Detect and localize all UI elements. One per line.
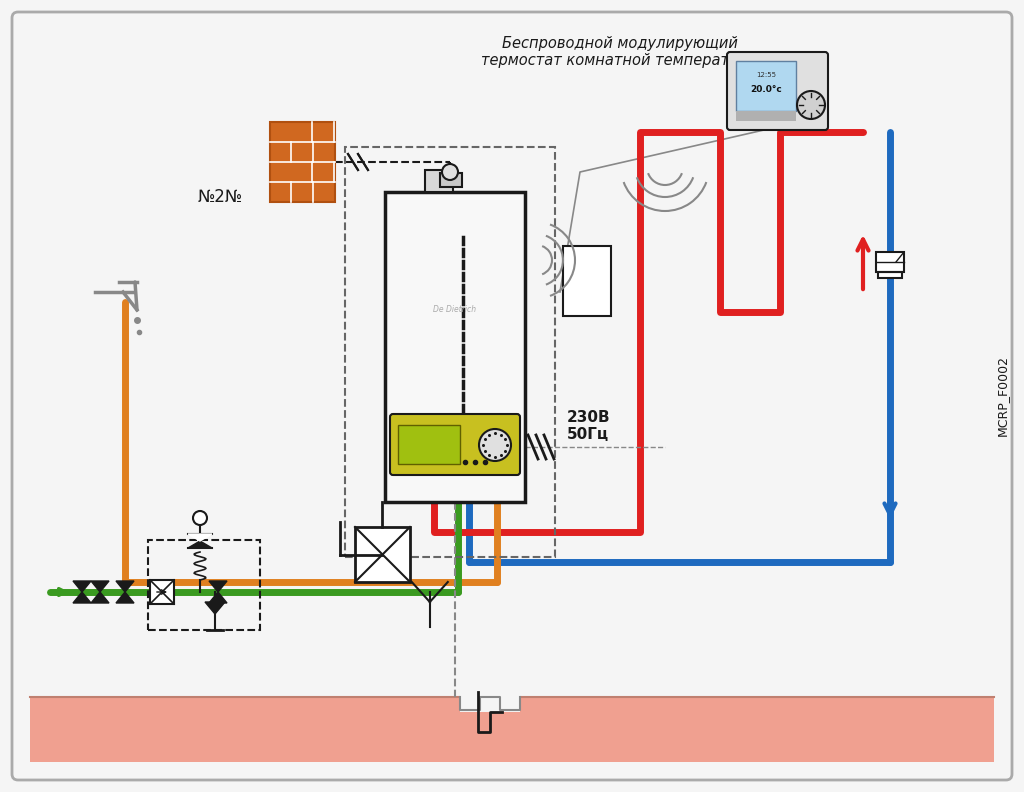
Bar (425, 170, 453, 192)
Bar (148, 540, 260, 630)
Bar (270, 122, 335, 202)
Bar (736, 111, 796, 121)
Bar (30, 697, 994, 762)
FancyBboxPatch shape (390, 414, 520, 475)
Circle shape (442, 164, 458, 180)
Bar (355, 527, 410, 582)
Bar (385, 192, 525, 502)
Bar (150, 580, 174, 604)
Bar (345, 147, 555, 557)
Bar (563, 246, 611, 316)
Text: De Dietrich: De Dietrich (433, 305, 476, 314)
Polygon shape (91, 592, 109, 603)
Polygon shape (91, 581, 109, 592)
FancyBboxPatch shape (727, 52, 828, 130)
Bar (440, 173, 462, 187)
Text: 20.0°c: 20.0°c (751, 85, 782, 93)
Polygon shape (73, 581, 91, 592)
Circle shape (193, 511, 207, 525)
Bar (878, 260, 902, 278)
Polygon shape (209, 592, 227, 603)
Text: Беспроводной модулирующий
термостат комнатной температуры: Беспроводной модулирующий термостат комн… (481, 36, 759, 68)
Text: MCRP_F0002: MCRP_F0002 (995, 356, 1009, 436)
Polygon shape (116, 592, 134, 603)
Bar (398, 425, 460, 464)
Polygon shape (188, 534, 212, 541)
Circle shape (479, 429, 511, 461)
Text: 230В
50Гц: 230В 50Гц (567, 409, 610, 442)
Text: 12:55: 12:55 (756, 72, 776, 78)
Bar (876, 252, 904, 272)
Polygon shape (209, 581, 227, 592)
Bar (736, 61, 796, 111)
Text: №2№: №2№ (198, 188, 243, 206)
Circle shape (797, 91, 825, 119)
Bar (460, 692, 520, 712)
Polygon shape (188, 541, 212, 548)
Polygon shape (205, 602, 225, 614)
Polygon shape (73, 592, 91, 603)
Polygon shape (116, 581, 134, 592)
